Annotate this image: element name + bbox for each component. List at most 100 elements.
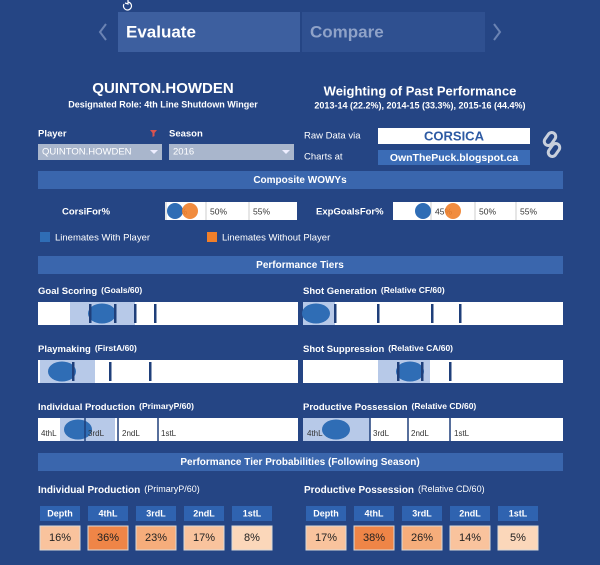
link-box[interactable]	[378, 128, 530, 144]
table-cell	[305, 525, 347, 551]
tier-label: 4thL	[307, 429, 323, 438]
panel-metric: (Relative CD/60)	[412, 401, 477, 411]
table-header-label: 4thL	[99, 508, 119, 518]
table-header	[184, 506, 224, 521]
section-title: Composite WOWYs	[253, 175, 347, 186]
table-header	[40, 506, 80, 521]
table-cell	[449, 525, 491, 551]
table-value: 16%	[49, 532, 71, 544]
filter-icon[interactable]	[150, 130, 157, 137]
chart-box	[165, 202, 297, 220]
link-text[interactable]: CORSICA	[424, 128, 485, 143]
without-player	[182, 203, 198, 219]
refresh-icon[interactable]	[122, 0, 133, 11]
tier-bar	[38, 360, 298, 383]
player-marker	[396, 361, 424, 382]
table-header-label: Depth	[47, 508, 73, 518]
link-text[interactable]: OwnThePuck.blogspot.ca	[390, 152, 519, 164]
dropdown-value[interactable]: QUINTON.HOWDEN	[42, 147, 132, 158]
dropdown-arrow[interactable]	[150, 150, 158, 154]
dropdown[interactable]	[38, 144, 162, 160]
tick-label: 50%	[479, 206, 496, 216]
panel-title: Goal Scoring (Goals/60)	[38, 285, 142, 296]
panel-title: Individual Production (PrimaryP/60)	[38, 401, 194, 412]
tab[interactable]	[302, 12, 485, 52]
panel-title-main: Shot Generation	[303, 286, 377, 297]
table-value: 23%	[145, 532, 167, 544]
table-header	[354, 506, 394, 521]
table-metric: (Relative CD/60)	[418, 484, 485, 494]
weighting-detail: 2013-14 (22.2%), 2014-15 (33.3%), 2015-1…	[314, 100, 525, 110]
tier-tick	[89, 304, 92, 323]
weighting-title: Weighting of Past Performance	[324, 83, 517, 98]
panel-title: Shot Suppression (Relative CA/60)	[303, 343, 453, 354]
tick-label: 55%	[520, 206, 537, 216]
prev-arrow[interactable]	[98, 23, 107, 41]
tier-label: 2ndL	[122, 429, 140, 438]
panel-title: Shot Generation (Relative CF/60)	[303, 285, 445, 296]
table-value: 17%	[315, 532, 337, 544]
table-header	[450, 506, 490, 521]
tier-bar	[303, 360, 563, 383]
dropdown-value[interactable]: 2016	[173, 147, 194, 158]
tab-active[interactable]	[118, 12, 300, 52]
without-player	[445, 203, 461, 219]
with-player	[167, 203, 183, 219]
table-cell	[497, 525, 539, 551]
tier-tick	[334, 304, 337, 323]
tier-label: 2ndL	[411, 429, 429, 438]
table-header	[498, 506, 538, 521]
table-header-label: Depth	[313, 508, 339, 518]
tick-label: 45%	[435, 206, 452, 216]
legend-swatch	[207, 232, 217, 242]
panel-metric: (PrimaryP/60)	[139, 401, 194, 411]
panel-title-main: Shot Suppression	[303, 344, 384, 355]
table-header	[136, 506, 176, 521]
tier-tick	[449, 362, 452, 381]
tier-label: 3rdL	[88, 429, 105, 438]
table-cell	[39, 525, 81, 551]
tab-label[interactable]: Compare	[310, 22, 384, 41]
section-bar	[38, 256, 563, 274]
role: Designated Role: 4th Line Shutdown Winge…	[68, 99, 258, 109]
section-title: Performance Tier Probabilities (Followin…	[180, 457, 419, 468]
legend-swatch	[40, 232, 50, 242]
tier-label: 1stL	[454, 429, 470, 438]
next-arrow[interactable]	[493, 23, 502, 41]
tier-tick	[114, 304, 117, 323]
filter-label: Player	[38, 129, 67, 140]
chart-label: ExpGoalsFor%	[316, 207, 384, 218]
tier-tick	[149, 362, 152, 381]
dropdown-arrow[interactable]	[282, 150, 290, 154]
panel-metric: (Relative CF/60)	[381, 285, 445, 295]
table-value: 38%	[363, 532, 385, 544]
chart-box	[393, 202, 563, 220]
panel-title-main: Goal Scoring	[38, 286, 97, 297]
link-label: Charts at	[304, 152, 343, 163]
link-icon[interactable]	[542, 131, 562, 158]
player-marker	[88, 303, 116, 324]
panel-title-main: Playmaking	[38, 344, 91, 355]
table-value: 17%	[193, 532, 215, 544]
table-cell	[183, 525, 225, 551]
table-header-label: 2ndL	[193, 508, 215, 518]
panel-metric: (FirstA/60)	[95, 343, 137, 353]
table-cell	[231, 525, 273, 551]
dropdown[interactable]	[169, 144, 294, 160]
tier-tick	[377, 304, 380, 323]
table-cell	[401, 525, 443, 551]
tier-tick	[134, 304, 137, 323]
link-box[interactable]	[378, 150, 530, 165]
tick-label: 55%	[253, 206, 270, 216]
table-title-main: Individual Production	[38, 485, 140, 496]
table-cell	[135, 525, 177, 551]
table-header-label: 3rdL	[412, 508, 432, 518]
with-player	[415, 203, 431, 219]
legend-label: Linemates With Player	[55, 233, 150, 244]
tab-label[interactable]: Evaluate	[126, 22, 196, 41]
filter-label: Season	[169, 129, 203, 140]
section-bar	[38, 171, 563, 189]
table-title-main: Productive Possession	[304, 485, 414, 496]
panel-title-main: Productive Possession	[303, 402, 408, 413]
